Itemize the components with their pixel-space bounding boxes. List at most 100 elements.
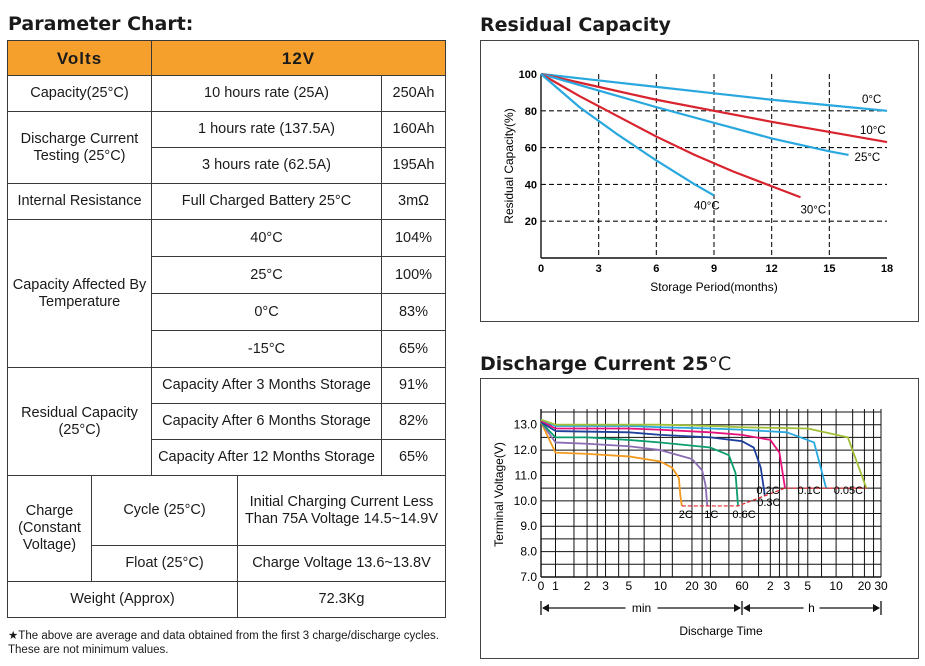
series-line bbox=[540, 421, 739, 506]
series-line bbox=[540, 421, 683, 507]
discharge-current-chart: 7.08.09.010.011.012.013.00 1 2 3 5 10 20 30 60 2 3… bbox=[492, 409, 888, 638]
x-tick-label: 9 bbox=[711, 263, 717, 275]
series-label: 0.6C bbox=[732, 509, 755, 521]
x-tick-label: 10 bbox=[829, 579, 843, 593]
float-value: Charge Voltage 13.6~13.8V bbox=[237, 545, 446, 582]
temperature-1: 40°C bbox=[151, 219, 382, 257]
series-line bbox=[540, 418, 827, 489]
temp-row-4: -15°C 65% bbox=[8, 330, 446, 368]
residual-value-2: 82% bbox=[381, 403, 446, 440]
footnote: ★The above are average and data obtained… bbox=[8, 630, 439, 656]
discharge-chart-frame: 7.0 8.0 9.0 10.0 11.0 12.0 13.0 0 1 2 3 5 10 20 30 60 2 3… bbox=[480, 378, 919, 659]
residual-capacity-label: Residual Capacity (25°C) bbox=[7, 367, 152, 476]
cycle-label: Cycle (25°C) bbox=[91, 475, 238, 546]
residual-row-1: Residual Capacity (25°C) Capacity After … bbox=[7, 367, 446, 476]
y-tick-label: 10.0 bbox=[514, 494, 538, 508]
temperature-label: Capacity Affected By Temperature bbox=[7, 219, 152, 368]
series-label: 0.05C bbox=[834, 485, 863, 497]
series-line bbox=[540, 420, 786, 489]
discharge-value-2: 195Ah bbox=[381, 147, 446, 184]
cycle-value: Initial Charging Current Less Than 75A V… bbox=[237, 475, 446, 546]
internal-resistance-condition: Full Charged Battery 25°C bbox=[151, 183, 382, 220]
discharge-row-1: Discharge Current Testing (25°C) 1 hours… bbox=[7, 111, 446, 184]
series-label: 10°C bbox=[860, 125, 886, 137]
y-tick-label: 9.0 bbox=[520, 519, 537, 533]
range-arrow-head bbox=[743, 604, 750, 612]
series-line bbox=[540, 72, 888, 144]
series-line bbox=[540, 418, 868, 489]
internal-resistance-row: Internal Resistance Full Charged Battery… bbox=[7, 183, 446, 220]
x-tick-label: 3 bbox=[602, 579, 609, 593]
range-label-h: h bbox=[808, 601, 815, 615]
series-line bbox=[540, 72, 849, 157]
internal-resistance-value: 3mΩ bbox=[381, 183, 446, 220]
end-voltage-line bbox=[681, 487, 867, 507]
series-line bbox=[540, 421, 709, 506]
temperature-value-2: 100% bbox=[381, 256, 446, 294]
charge-float-row: Float (25°C) Charge Voltage 13.6~13.8V bbox=[8, 545, 446, 582]
y-axis-label: Residual Capacity(%) bbox=[502, 108, 516, 223]
x-tick-label: 2 bbox=[584, 579, 591, 593]
temperature-value-3: 83% bbox=[381, 293, 446, 331]
x-tick-label: 15 bbox=[823, 263, 835, 275]
x-tick-label: 3 bbox=[784, 579, 791, 593]
range-arrow-head bbox=[873, 604, 880, 612]
residual-condition-3: Capacity After 12 Months Storage bbox=[151, 439, 382, 476]
y-tick-label: 11.0 bbox=[515, 468, 538, 482]
x-tick-label: 0 bbox=[538, 263, 544, 275]
parameter-chart-title: Parameter Chart: bbox=[8, 13, 194, 35]
series-label: 1C bbox=[704, 509, 718, 521]
temperature-4: -15°C bbox=[151, 330, 382, 368]
series-label: 0.1C bbox=[797, 485, 820, 497]
x-tick-label: 12 bbox=[766, 263, 778, 275]
volts-value: 12V bbox=[151, 40, 446, 76]
residual-row-3: Capacity After 12 Months Storage 65% bbox=[8, 439, 446, 476]
range-arrow-head bbox=[542, 604, 549, 612]
charge-label: Charge (Constant Voltage) bbox=[7, 475, 92, 582]
temp-row-3: 0°C 83% bbox=[8, 293, 446, 331]
capacity-label: Capacity(25°C) bbox=[7, 75, 152, 112]
discharge-row-2: 3 hours rate (62.5A) 195Ah bbox=[8, 147, 446, 184]
series-label: 2C bbox=[679, 509, 693, 521]
discharge-chart-title-text: Discharge Current 25 bbox=[480, 353, 709, 375]
weight-row: Weight (Approx) 72.3Kg bbox=[7, 581, 446, 618]
residual-chart-title: Residual Capacity bbox=[480, 14, 671, 36]
x-tick-label: 0 bbox=[538, 579, 545, 593]
temperature-3: 0°C bbox=[151, 293, 382, 331]
temperature-value-4: 65% bbox=[381, 330, 446, 368]
series-line bbox=[540, 73, 715, 197]
y-tick-label: 80 bbox=[525, 106, 537, 118]
volts-row: Volts 12V bbox=[7, 40, 446, 76]
residual-row-2: Capacity After 6 Months Storage 82% bbox=[8, 403, 446, 440]
volts-label: Volts bbox=[7, 40, 152, 76]
x-tick-label: 20 bbox=[858, 579, 872, 593]
x-tick-label: 18 bbox=[881, 263, 893, 275]
temp-row-1: Capacity Affected By Temperature 40°C 10… bbox=[7, 219, 446, 368]
x-axis-label: Discharge Time bbox=[679, 624, 763, 638]
y-tick-label: 13.0 bbox=[514, 418, 538, 432]
discharge-chart-title-unit: °C bbox=[708, 353, 732, 375]
capacity-row: Capacity(25°C) 10 hours rate (25A) 250Ah bbox=[7, 75, 446, 112]
x-tick-label: 30 bbox=[704, 579, 718, 593]
y-axis-label: Terminal Voltage(V) bbox=[492, 442, 506, 547]
series-label: 25°C bbox=[855, 152, 881, 164]
discharge-rate-1: 1 hours rate (137.5A) bbox=[151, 111, 382, 148]
y-tick-label: 40 bbox=[525, 179, 537, 191]
x-tick-label: 20 bbox=[685, 579, 699, 593]
residual-value-1: 91% bbox=[381, 367, 446, 404]
discharge-value-1: 160Ah bbox=[381, 111, 446, 148]
series-label: 0.2C bbox=[756, 485, 779, 497]
residual-condition-1: Capacity After 3 Months Storage bbox=[151, 367, 382, 404]
x-tick-label: 5 bbox=[804, 579, 811, 593]
float-label: Float (25°C) bbox=[91, 545, 238, 582]
discharge-chart-title: Discharge Current 25°C bbox=[480, 353, 731, 375]
series-line bbox=[540, 421, 766, 496]
x-tick-label: 1 bbox=[552, 579, 559, 593]
weight-label: Weight (Approx) bbox=[7, 581, 238, 618]
x-tick-label: 10 bbox=[654, 579, 668, 593]
discharge-rate-2: 3 hours rate (62.5A) bbox=[151, 147, 382, 184]
x-tick-label: 2 bbox=[767, 579, 774, 593]
capacity-rate: 10 hours rate (25A) bbox=[151, 75, 382, 112]
y-tick-label: 100 bbox=[519, 69, 537, 81]
discharge-label: Discharge Current Testing (25°C) bbox=[7, 111, 152, 184]
